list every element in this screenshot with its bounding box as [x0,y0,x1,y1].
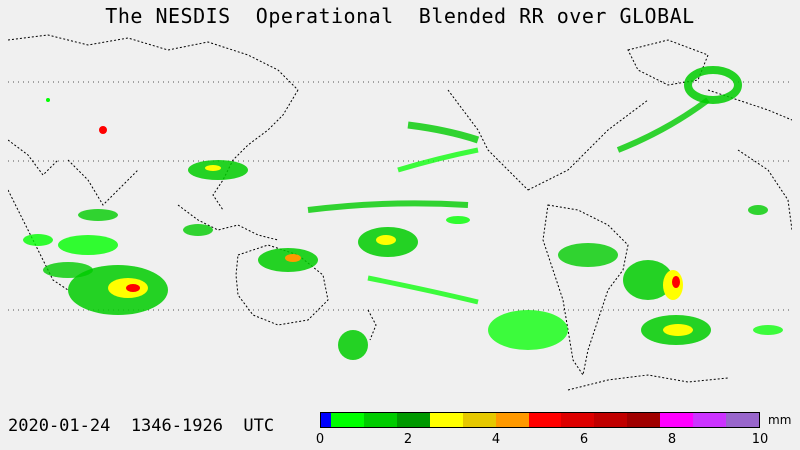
rain-patch [407,121,480,144]
rainfall-map [8,30,792,400]
rain-patch [43,262,93,278]
colorbar-segment [528,413,562,427]
colorbar-tick-label: 10 [751,432,769,447]
colorbar-segment [495,413,529,427]
colorbar-segment [429,413,463,427]
rain-patch [58,235,118,255]
colorbar-tick-label: 4 [491,432,501,447]
coastline-new-zealand [367,309,377,341]
colorbar-segment [594,413,628,427]
colorbar-segment [396,413,430,427]
colorbar-segment [660,413,694,427]
colorbar [320,412,760,428]
coastline-north-america-west [447,89,529,191]
colorbar-segment [363,413,397,427]
rain-patch [753,325,783,335]
colorbar-unit: mm [768,413,792,427]
colorbar-segment [321,413,331,427]
rain-patch [663,324,693,336]
colorbar-tick-label: 8 [667,432,677,447]
colorbar-tick-label: 2 [403,432,413,447]
rain-patch [99,126,107,134]
rain-patch [46,98,50,102]
rain-patch [23,234,53,246]
rain-patch [376,235,396,245]
rain-patch [748,205,768,215]
rain-patch [488,310,568,350]
coastline-north-asia [8,34,299,91]
colorbar-segment [627,413,661,427]
coastline-africa-west [737,149,792,231]
colorbar-segment [561,413,595,427]
rain-patch [397,147,479,173]
rain-patch [285,254,301,262]
coastline-europe [707,89,792,121]
coastline-maritime-continent [177,204,279,241]
coastline-greenland [627,39,709,86]
timestamp: 2020-01-24 1346-1926 UTC [8,416,275,436]
coastline-east-asia [212,89,299,211]
colorbar-tick-label: 0 [315,432,325,447]
colorbar-segment [331,413,364,427]
rain-patch [367,275,479,305]
rainfall-patches [23,66,783,360]
rain-patch [684,66,742,104]
rain-patch [78,209,118,221]
rain-patch [623,260,673,300]
rain-patch [183,224,213,236]
rain-patch [307,200,469,213]
coastline-south-america [542,204,629,377]
coastline-india [67,159,139,206]
rainfall-map-canvas [8,34,792,391]
colorbar-tick-label: 6 [579,432,589,447]
coastline-north-america-east [527,99,649,191]
coastline-antarctica [567,374,729,391]
map-title: The NESDIS Operational Blended RR over G… [105,4,695,28]
rain-patch [126,284,140,292]
coastline-arabia [8,139,59,176]
rain-patch [338,330,368,360]
rain-patch [672,276,680,288]
rain-patch [558,243,618,267]
rain-patch [616,97,710,153]
rain-patch [446,216,470,224]
rain-patch [205,165,221,171]
colorbar-segment [462,413,496,427]
colorbar-segment [693,413,727,427]
colorbar-segment [726,413,759,427]
